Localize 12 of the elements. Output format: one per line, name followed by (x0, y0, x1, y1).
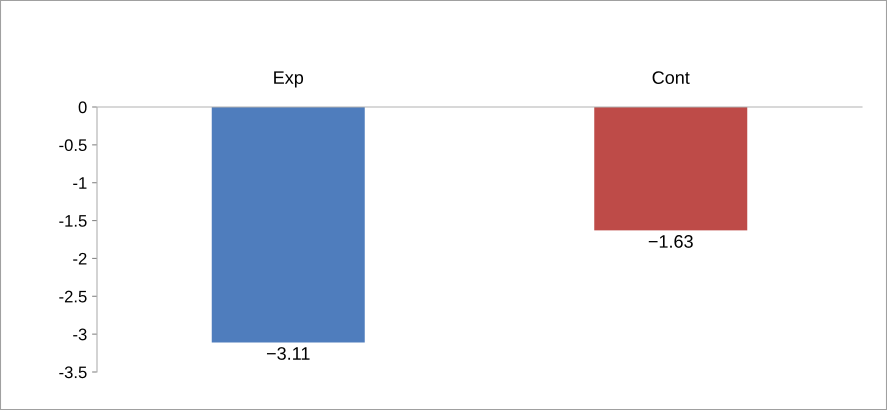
y-tick-label: -1.5 (59, 215, 87, 227)
y-tick-label: -3 (73, 328, 87, 340)
y-tick-label: -2 (73, 252, 86, 264)
x-tick-label: Exp (274, 71, 304, 88)
y-tick-label: -1 (73, 177, 86, 189)
data-label: −3.11 (266, 347, 310, 360)
y-tick-label: -3.5 (59, 366, 87, 378)
y-tick-label: -0.5 (59, 139, 87, 152)
x-tick-label: Cont (652, 71, 690, 84)
y-tick-label: 0 (78, 101, 87, 114)
y-tick-label: -2.5 (59, 290, 87, 302)
data-label: −1.63 (648, 235, 693, 248)
